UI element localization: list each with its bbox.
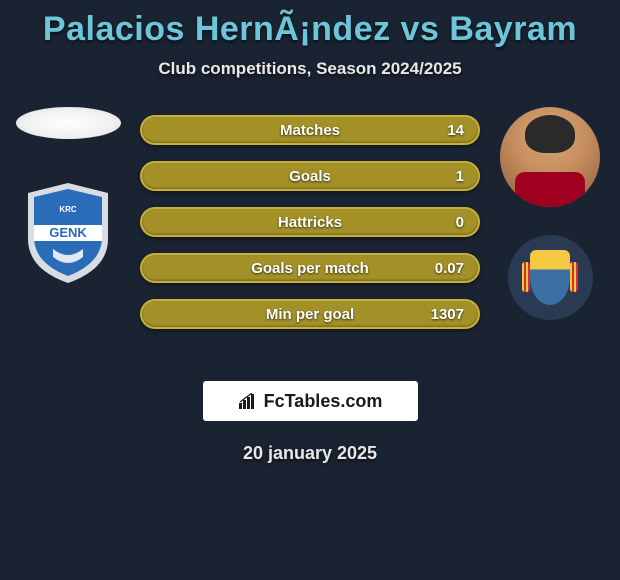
stat-value-right: 1: [456, 168, 464, 185]
stat-value-right: 0.07: [435, 260, 464, 277]
stat-row-min-per-goal: Min per goal 1307: [140, 299, 480, 329]
stat-value-right: 0: [456, 214, 464, 231]
right-club-badge: [508, 235, 593, 320]
stat-label: Goals per match: [251, 260, 369, 277]
page-subtitle: Club competitions, Season 2024/2025: [0, 59, 620, 79]
stat-label: Min per goal: [266, 306, 354, 323]
stat-label: Goals: [289, 168, 331, 185]
branding-box: FcTables.com: [203, 381, 418, 421]
svg-text:KRC: KRC: [59, 205, 77, 214]
stat-row-goals: Goals 1: [140, 161, 480, 191]
right-player-column: [495, 107, 605, 320]
stat-row-matches: Matches 14: [140, 115, 480, 145]
left-club-badge: GENK KRC: [18, 179, 118, 287]
left-player-photo-placeholder: [16, 107, 121, 139]
page-title: Palacios HernÃ¡ndez vs Bayram: [0, 0, 620, 49]
stat-bars-container: Matches 14 Goals 1 Hattricks 0 Goals per…: [140, 115, 480, 345]
stat-value-right: 14: [447, 122, 464, 139]
stat-label: Matches: [280, 122, 340, 139]
stat-value-right: 1307: [431, 306, 464, 323]
stat-label: Hattricks: [278, 214, 342, 231]
svg-text:GENK: GENK: [49, 225, 87, 240]
stats-area: GENK KRC Matches 14 Goals 1 Hattricks 0 …: [0, 107, 620, 367]
left-player-column: GENK KRC: [8, 107, 128, 287]
branding-text: FcTables.com: [264, 391, 383, 412]
bar-chart-icon: [238, 393, 258, 409]
westerlo-crest-icon: [530, 250, 570, 305]
right-player-photo: [500, 107, 600, 207]
footer-date: 20 january 2025: [0, 443, 620, 464]
stat-row-hattricks: Hattricks 0: [140, 207, 480, 237]
stat-row-goals-per-match: Goals per match 0.07: [140, 253, 480, 283]
genk-shield-icon: GENK KRC: [18, 179, 118, 287]
